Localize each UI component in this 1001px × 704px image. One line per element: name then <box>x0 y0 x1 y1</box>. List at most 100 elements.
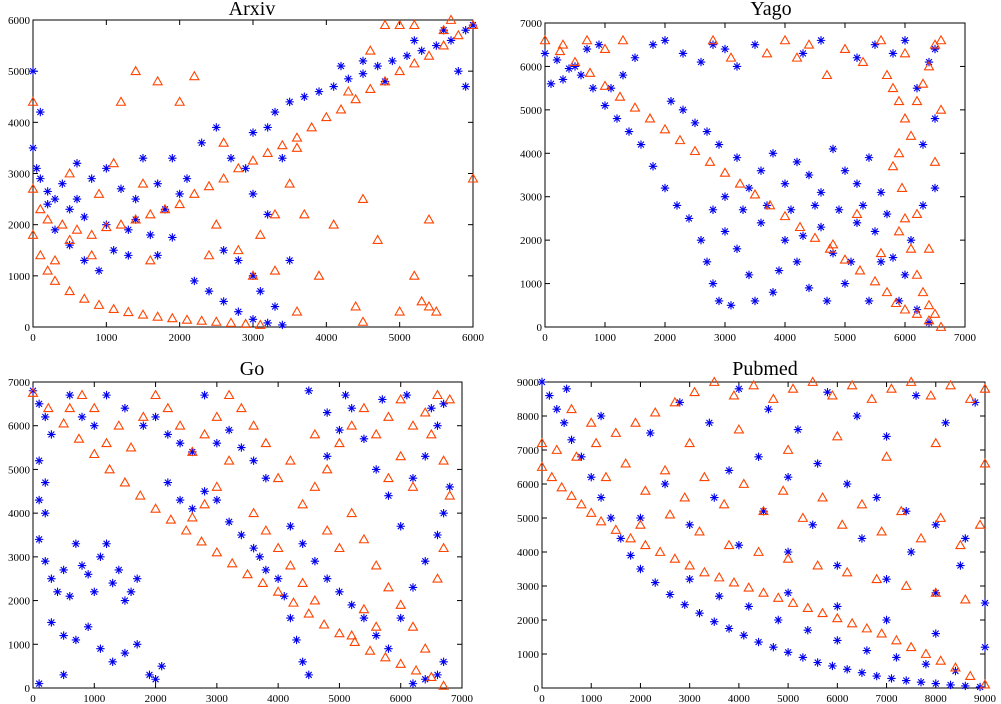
y-tick-label: 1000 <box>517 649 540 661</box>
triangle-point <box>905 130 917 140</box>
asterisk-point <box>792 257 802 267</box>
triangle-point <box>232 162 244 173</box>
asterisk-point <box>285 256 294 265</box>
asterisk-point <box>151 412 160 422</box>
asterisk-point <box>108 657 117 666</box>
asterisk-point <box>931 588 940 597</box>
triangle-point <box>438 455 450 465</box>
y-tick-label: 7000 <box>517 445 540 457</box>
triangle-point <box>935 321 947 331</box>
asterisk-point <box>298 539 307 548</box>
asterisk-point <box>421 675 430 684</box>
asterisk-point <box>537 377 547 387</box>
triangle-point <box>333 542 345 553</box>
triangle-point <box>42 402 54 413</box>
asterisk-point <box>190 276 199 286</box>
asterisk-point <box>562 384 571 393</box>
triangle-point <box>357 193 369 204</box>
asterisk-point <box>71 635 81 645</box>
triangle-point <box>876 525 888 536</box>
asterisk-point <box>120 648 130 658</box>
asterisk-point <box>596 493 606 502</box>
asterisk-point <box>286 613 295 623</box>
triangle-point <box>34 249 46 260</box>
asterisk-point <box>715 592 724 601</box>
x-tick-label: 4000 <box>774 332 797 344</box>
asterisk-point <box>916 678 926 687</box>
triangle-point <box>954 539 966 550</box>
asterisk-point <box>80 256 89 265</box>
asterisk-point <box>175 439 185 448</box>
triangle-point <box>536 437 548 448</box>
asterisk-point <box>774 615 783 625</box>
asterisk-point <box>59 631 68 640</box>
triangle-point <box>395 599 407 609</box>
asterisk-point <box>408 679 418 688</box>
triangle-point <box>630 417 641 427</box>
asterisk-point <box>558 75 568 84</box>
asterisk-point <box>322 408 332 417</box>
asterisk-point <box>768 149 778 158</box>
asterisk-point <box>304 386 313 395</box>
asterisk-point <box>842 479 852 489</box>
triangle-point <box>935 655 947 665</box>
x-tick-label: 5000 <box>777 693 800 704</box>
asterisk-point <box>83 622 93 631</box>
asterisk-point <box>946 680 955 690</box>
triangle-point <box>917 78 929 88</box>
asterisk-point <box>34 679 44 688</box>
asterisk-point <box>852 218 862 227</box>
asterisk-point <box>248 315 258 324</box>
asterisk-point <box>876 188 886 197</box>
y-tick-label: 6000 <box>8 421 31 433</box>
triangle-point <box>787 597 799 607</box>
triangle-point <box>964 670 976 681</box>
asterisk-point <box>786 205 796 214</box>
asterisk-point <box>388 56 397 66</box>
triangle-point <box>211 546 223 557</box>
triangle-point <box>821 69 833 80</box>
asterisk-point <box>188 447 197 457</box>
triangle-point <box>743 582 755 592</box>
triangle-point <box>674 134 686 145</box>
asterisk-point <box>577 452 586 461</box>
x-tick-label: 8000 <box>925 693 948 704</box>
triangle-point <box>394 19 406 30</box>
asterisk-point <box>672 201 682 210</box>
asterisk-point <box>900 270 910 280</box>
triangle-point <box>226 557 238 568</box>
asterisk-point <box>902 507 911 516</box>
asterisk-point <box>384 491 393 500</box>
triangle-point <box>896 182 908 192</box>
triangle-point <box>76 389 88 400</box>
x-tick-label: 5000 <box>389 332 412 344</box>
y-tick-label: 2000 <box>8 596 31 608</box>
asterisk-point <box>248 189 258 199</box>
triangle-point <box>297 577 309 588</box>
asterisk-point <box>96 552 105 562</box>
asterisk-point <box>552 405 561 414</box>
asterisk-point <box>648 40 658 49</box>
triangle-point <box>664 508 676 519</box>
asterisk-point <box>823 388 832 397</box>
triangle-point <box>346 420 358 430</box>
triangle-point <box>27 387 39 397</box>
asterisk-point <box>212 123 221 132</box>
x-tick-label: 4000 <box>315 332 338 344</box>
x-tick-label: 2000 <box>654 332 677 344</box>
asterisk-point <box>769 643 778 652</box>
triangle-point <box>93 188 105 198</box>
triangle-point <box>188 70 200 81</box>
triangle-point <box>959 593 971 604</box>
asterisk-point <box>780 179 790 188</box>
y-tick-label: 4000 <box>8 508 31 520</box>
asterisk-point <box>684 214 694 223</box>
asterisk-point <box>219 246 228 255</box>
triangle-point <box>379 75 391 86</box>
triangle-point <box>575 498 587 509</box>
triangle-point <box>309 481 321 491</box>
asterisk-point <box>344 74 353 84</box>
triangle-point <box>272 586 284 596</box>
asterisk-point <box>270 107 280 117</box>
triangle-point <box>180 525 192 535</box>
